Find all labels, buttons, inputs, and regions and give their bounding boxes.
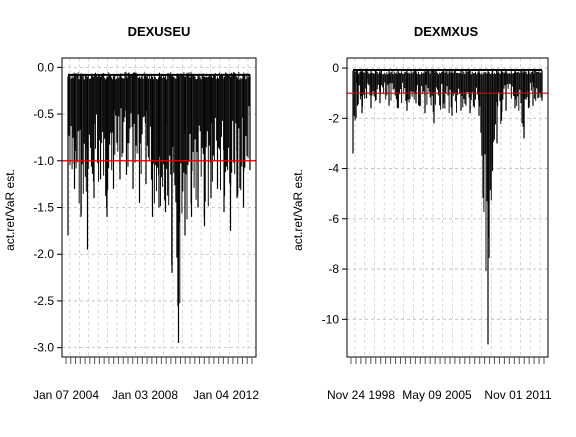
axes: 0 -2 -4 -6 -8 -10	[322, 57, 549, 364]
plot-frame	[346, 57, 549, 358]
y-tick-label: -10	[322, 312, 340, 326]
y-tick-label: -1.5	[33, 201, 54, 215]
x-tick-label: Jan 07 2004	[33, 388, 99, 402]
x-tick-label: Nov 24 1998	[327, 388, 395, 402]
y-tick-label: -2.5	[33, 294, 54, 308]
series	[67, 72, 251, 343]
grid-lines	[347, 58, 548, 357]
y-tick-label: -2.0	[33, 247, 54, 261]
x-tick-label: Jan 03 2008	[112, 388, 178, 402]
panel-dexuseu: DEXUSEU act.ret/VaR est. 0.0 -0.5 -1.0 -1.5…	[3, 24, 259, 402]
y-tick-label: -2	[328, 111, 339, 125]
y-axis-label: act.ret/VaR est.	[3, 169, 17, 251]
y-tick-label: -0.5	[33, 107, 54, 121]
x-tick-labels: Jan 07 2004 Jan 03 2008 Jan 04 2012	[33, 388, 259, 402]
panel-dexmxus: DEXMXUS act.ret/VaR est. 0 -2 -4 -6 -8 -10 No…	[291, 24, 552, 402]
axes: 0.0 -0.5 -1.0 -1.5 -2.0 -2.5 -3.0	[33, 57, 257, 364]
series	[352, 69, 543, 345]
x-tick-labels: Nov 24 1998 May 09 2005 Nov 01 2011	[327, 388, 552, 402]
y-tick-label: -3.0	[33, 341, 54, 355]
y-tick-label: -4	[328, 162, 339, 176]
x-tick-label: Nov 01 2011	[484, 388, 551, 402]
panel-title: DEXMXUS	[414, 24, 479, 39]
y-tick-label: -6	[328, 212, 339, 226]
y-axis-label: act.ret/VaR est.	[291, 169, 305, 251]
panel-title: DEXUSEU	[128, 24, 191, 39]
y-tick-label: -1.0	[33, 154, 54, 168]
series-spikes	[352, 70, 543, 272]
x-tick-label: May 09 2005	[402, 388, 472, 402]
x-tick-label: Jan 04 2012	[193, 388, 259, 402]
y-tick-label: -8	[328, 262, 339, 276]
y-tick-label: 0	[332, 61, 339, 75]
y-tick-label: 0.0	[37, 60, 54, 74]
